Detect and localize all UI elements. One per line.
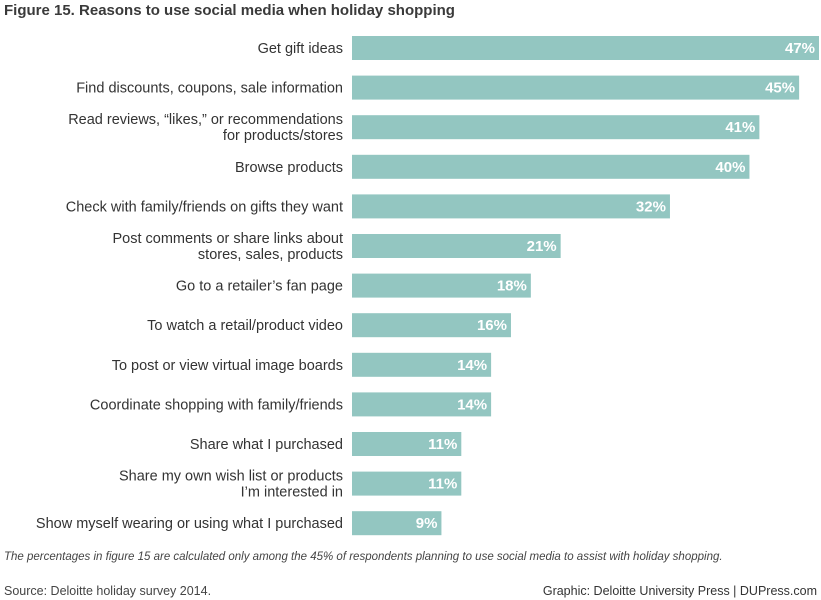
category-label: Coordinate shopping with family/friends	[90, 397, 343, 413]
bar-value-label: 16%	[477, 317, 507, 334]
bar	[352, 471, 462, 496]
bar	[352, 115, 760, 140]
category-label: To post or view virtual image boards	[112, 358, 343, 374]
bar	[352, 392, 492, 417]
bar-value-label: 14%	[457, 396, 487, 413]
bar-value-label: 9%	[416, 515, 438, 532]
category-label: Share my own wish list or products I’m in…	[119, 469, 343, 501]
bar	[352, 234, 561, 258]
category-label: To watch a retail/product video	[147, 318, 343, 334]
bar-value-label: 45%	[765, 80, 795, 97]
category-label: Share what I purchased	[190, 437, 343, 453]
bar	[352, 511, 442, 536]
category-label: Find discounts, coupons, sale informatio…	[76, 81, 343, 97]
bar	[352, 352, 492, 377]
chart-title: Figure 15. Reasons to use social media w…	[4, 2, 455, 19]
bar	[352, 313, 511, 338]
bar-value-label: 40%	[715, 159, 745, 176]
bar-chart: 47% Get gift ideas 45% Find discounts, coup…	[36, 36, 819, 536]
source-note: Source: Deloitte holiday survey 2014.	[4, 584, 212, 598]
bar	[352, 36, 819, 60]
graphic-credit: Graphic: Deloitte University Press | DUP…	[542, 584, 817, 598]
bar-value-label: 18%	[497, 278, 527, 295]
bar	[352, 75, 800, 100]
bar	[352, 273, 531, 298]
category-label: Get gift ideas	[258, 41, 343, 57]
category-label: Post comments or share links about stores…	[113, 231, 344, 263]
bar	[352, 432, 462, 456]
bar-value-label: 11%	[428, 476, 457, 493]
bar	[352, 154, 750, 179]
category-label: Browse products	[235, 160, 343, 176]
footnote: The percentages in figure 15 are calcula…	[4, 551, 723, 563]
category-label: Go to a retailer’s fan page	[176, 279, 343, 295]
category-label: Check with family/friends on gifts they …	[66, 199, 343, 215]
bar-value-label: 47%	[785, 40, 815, 57]
bar-value-label: 32%	[636, 198, 666, 215]
category-label: Show myself wearing or using what I purc…	[36, 516, 343, 532]
bar-value-label: 21%	[527, 238, 557, 255]
bar-value-label: 11%	[428, 436, 457, 453]
category-label: Read reviews, “likes,” or recommendation…	[68, 112, 343, 144]
bar-value-label: 41%	[725, 119, 755, 136]
bar	[352, 194, 670, 219]
bar-value-label: 14%	[457, 357, 487, 374]
